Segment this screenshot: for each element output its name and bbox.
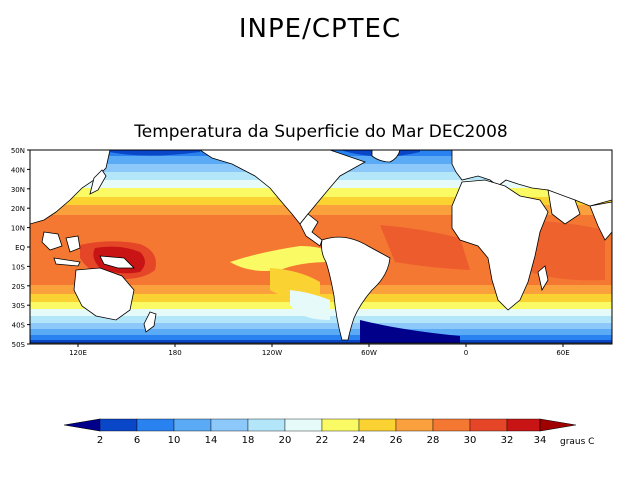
colorbar-label-28: 28 [427,435,440,446]
lon-label-120w: 120W [262,349,282,357]
lat-label-30n: 30N [11,186,25,194]
lat-label-10n: 10N [11,225,25,233]
colorbar-arrow-right [539,418,577,432]
lat-label-eq: EQ [15,244,25,252]
lon-label-180: 180 [168,349,181,357]
colorbar-label-24: 24 [353,435,366,446]
lon-ticks [77,344,564,347]
lat-label-40n: 40N [11,166,25,174]
colorbar-arrow-left [63,418,101,432]
colorbar-label-18: 18 [242,435,255,446]
lon-label-0: 0 [464,349,468,357]
lon-label-60w: 60W [361,349,377,357]
colorbar-label-22: 22 [316,435,329,446]
colorbar [63,418,577,432]
map-title: Temperatura da Superficie do Mar DEC2008 [134,122,508,142]
sst-map [30,150,612,344]
colorbar-label-34: 34 [534,435,547,446]
lat-label-50s: 50S [12,341,26,349]
colorbar-label-10: 10 [168,435,181,446]
lon-label-120e: 120E [69,349,87,357]
lat-ticks [27,149,30,345]
header-title: INPE/CPTEC [238,14,402,44]
colorbar-label-26: 26 [390,435,403,446]
lat-label-20n: 20N [11,205,25,213]
colorbar-label-20: 20 [279,435,292,446]
lat-label-30s: 30S [12,302,26,310]
lat-label-50n: 50N [11,147,25,155]
lon-label-60e: 60E [556,349,569,357]
colorbar-label-14: 14 [205,435,218,446]
colorbar-label-6: 6 [134,435,140,446]
colorbar-units: graus C [560,437,594,447]
lat-label-40s: 40S [12,322,26,330]
colorbar-label-2: 2 [97,435,103,446]
colorbar-label-30: 30 [464,435,477,446]
lat-label-20s: 20S [12,283,26,291]
colorbar-label-32: 32 [501,435,514,446]
lat-label-10s: 10S [12,263,26,271]
